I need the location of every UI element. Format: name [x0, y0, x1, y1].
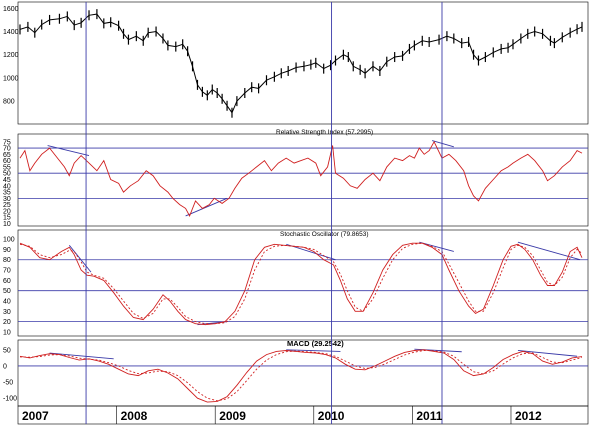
y-tick-label: 90: [3, 247, 11, 254]
trend-line: [47, 145, 90, 157]
date-marker-lines: [85, 2, 443, 424]
rsi-panel-title: Relative Strength Index (57.2995): [276, 129, 373, 136]
y-tick-label: 70: [3, 146, 11, 153]
year-label: 2007: [22, 409, 49, 423]
year-axis-frame: [17, 405, 589, 425]
y-tick-label: 40: [3, 298, 11, 305]
panel-frames: [17, 1, 589, 425]
trend-line: [49, 352, 114, 360]
y-tick-label: -100: [3, 396, 17, 403]
y-tick-label: 35: [3, 190, 11, 197]
y-tick-label: 1600: [3, 6, 19, 13]
y-tick-label: 800: [3, 99, 15, 106]
rsi-series-solid: [19, 140, 583, 217]
y-tick-label: 1200: [3, 52, 19, 59]
stochastic-series-dotted: [19, 242, 583, 325]
data-series: [19, 9, 583, 403]
y-tick-label: 50: [3, 288, 11, 295]
y-tick-label: 1000: [3, 75, 19, 82]
stochastic-panel-frame: [17, 229, 589, 337]
price-series-line: [19, 13, 583, 114]
macd-series-solid: [19, 349, 583, 403]
y-tick-label: 50: [3, 347, 11, 354]
trend-line: [432, 140, 454, 148]
y-tick-label: 15: [3, 215, 11, 222]
y-tick-label: 55: [3, 164, 11, 171]
y-tick-label: 30: [3, 196, 11, 203]
y-tick-label: 20: [3, 319, 11, 326]
y-tick-label: 100: [3, 237, 15, 244]
y-tick-label: 60: [3, 278, 11, 285]
trend-line: [185, 197, 228, 217]
year-label: 2010: [318, 409, 345, 423]
year-axis-labels: 2007 2008 2009 2010 2011 2012: [22, 406, 542, 424]
y-tick-label: 80: [3, 257, 11, 264]
price-panel-frame: [17, 1, 589, 125]
y-tick-label: 60: [3, 158, 11, 165]
trend-line: [286, 243, 336, 261]
trend-line: [517, 350, 578, 357]
stochastic-panel-title: Stochastic Oscillator (79.8653): [280, 231, 369, 238]
y-tick-label: 75: [3, 139, 11, 146]
year-label: 2008: [121, 409, 148, 423]
y-tick-label: 20: [3, 208, 11, 215]
y-tick-label: 1400: [3, 29, 19, 36]
trend-line: [517, 241, 581, 261]
y-tick-label: -50: [3, 380, 13, 387]
year-label: 2012: [515, 409, 542, 423]
reference-lines: [18, 147, 588, 367]
stochastic-series-solid: [19, 242, 583, 326]
rsi-panel-frame: [17, 133, 589, 227]
trend-line: [68, 245, 92, 273]
y-tick-label: 65: [3, 152, 11, 159]
y-tick-label: 10: [3, 329, 11, 336]
year-label: 2011: [416, 409, 442, 423]
y-tick-label: 30: [3, 309, 11, 316]
y-tick-label: 0: [3, 363, 7, 370]
y-tick-label: 40: [3, 183, 11, 190]
y-axis-ticks: 1600140012001000800757065605550454035302…: [3, 6, 19, 403]
y-tick-label: 50: [3, 171, 11, 178]
y-tick-label: 10: [3, 221, 11, 228]
y-tick-label: 45: [3, 177, 11, 184]
macd-panel-title: MACD (29.2542): [287, 339, 344, 348]
year-label: 2009: [219, 409, 246, 423]
y-tick-label: 25: [3, 202, 11, 209]
y-tick-label: 70: [3, 268, 11, 275]
